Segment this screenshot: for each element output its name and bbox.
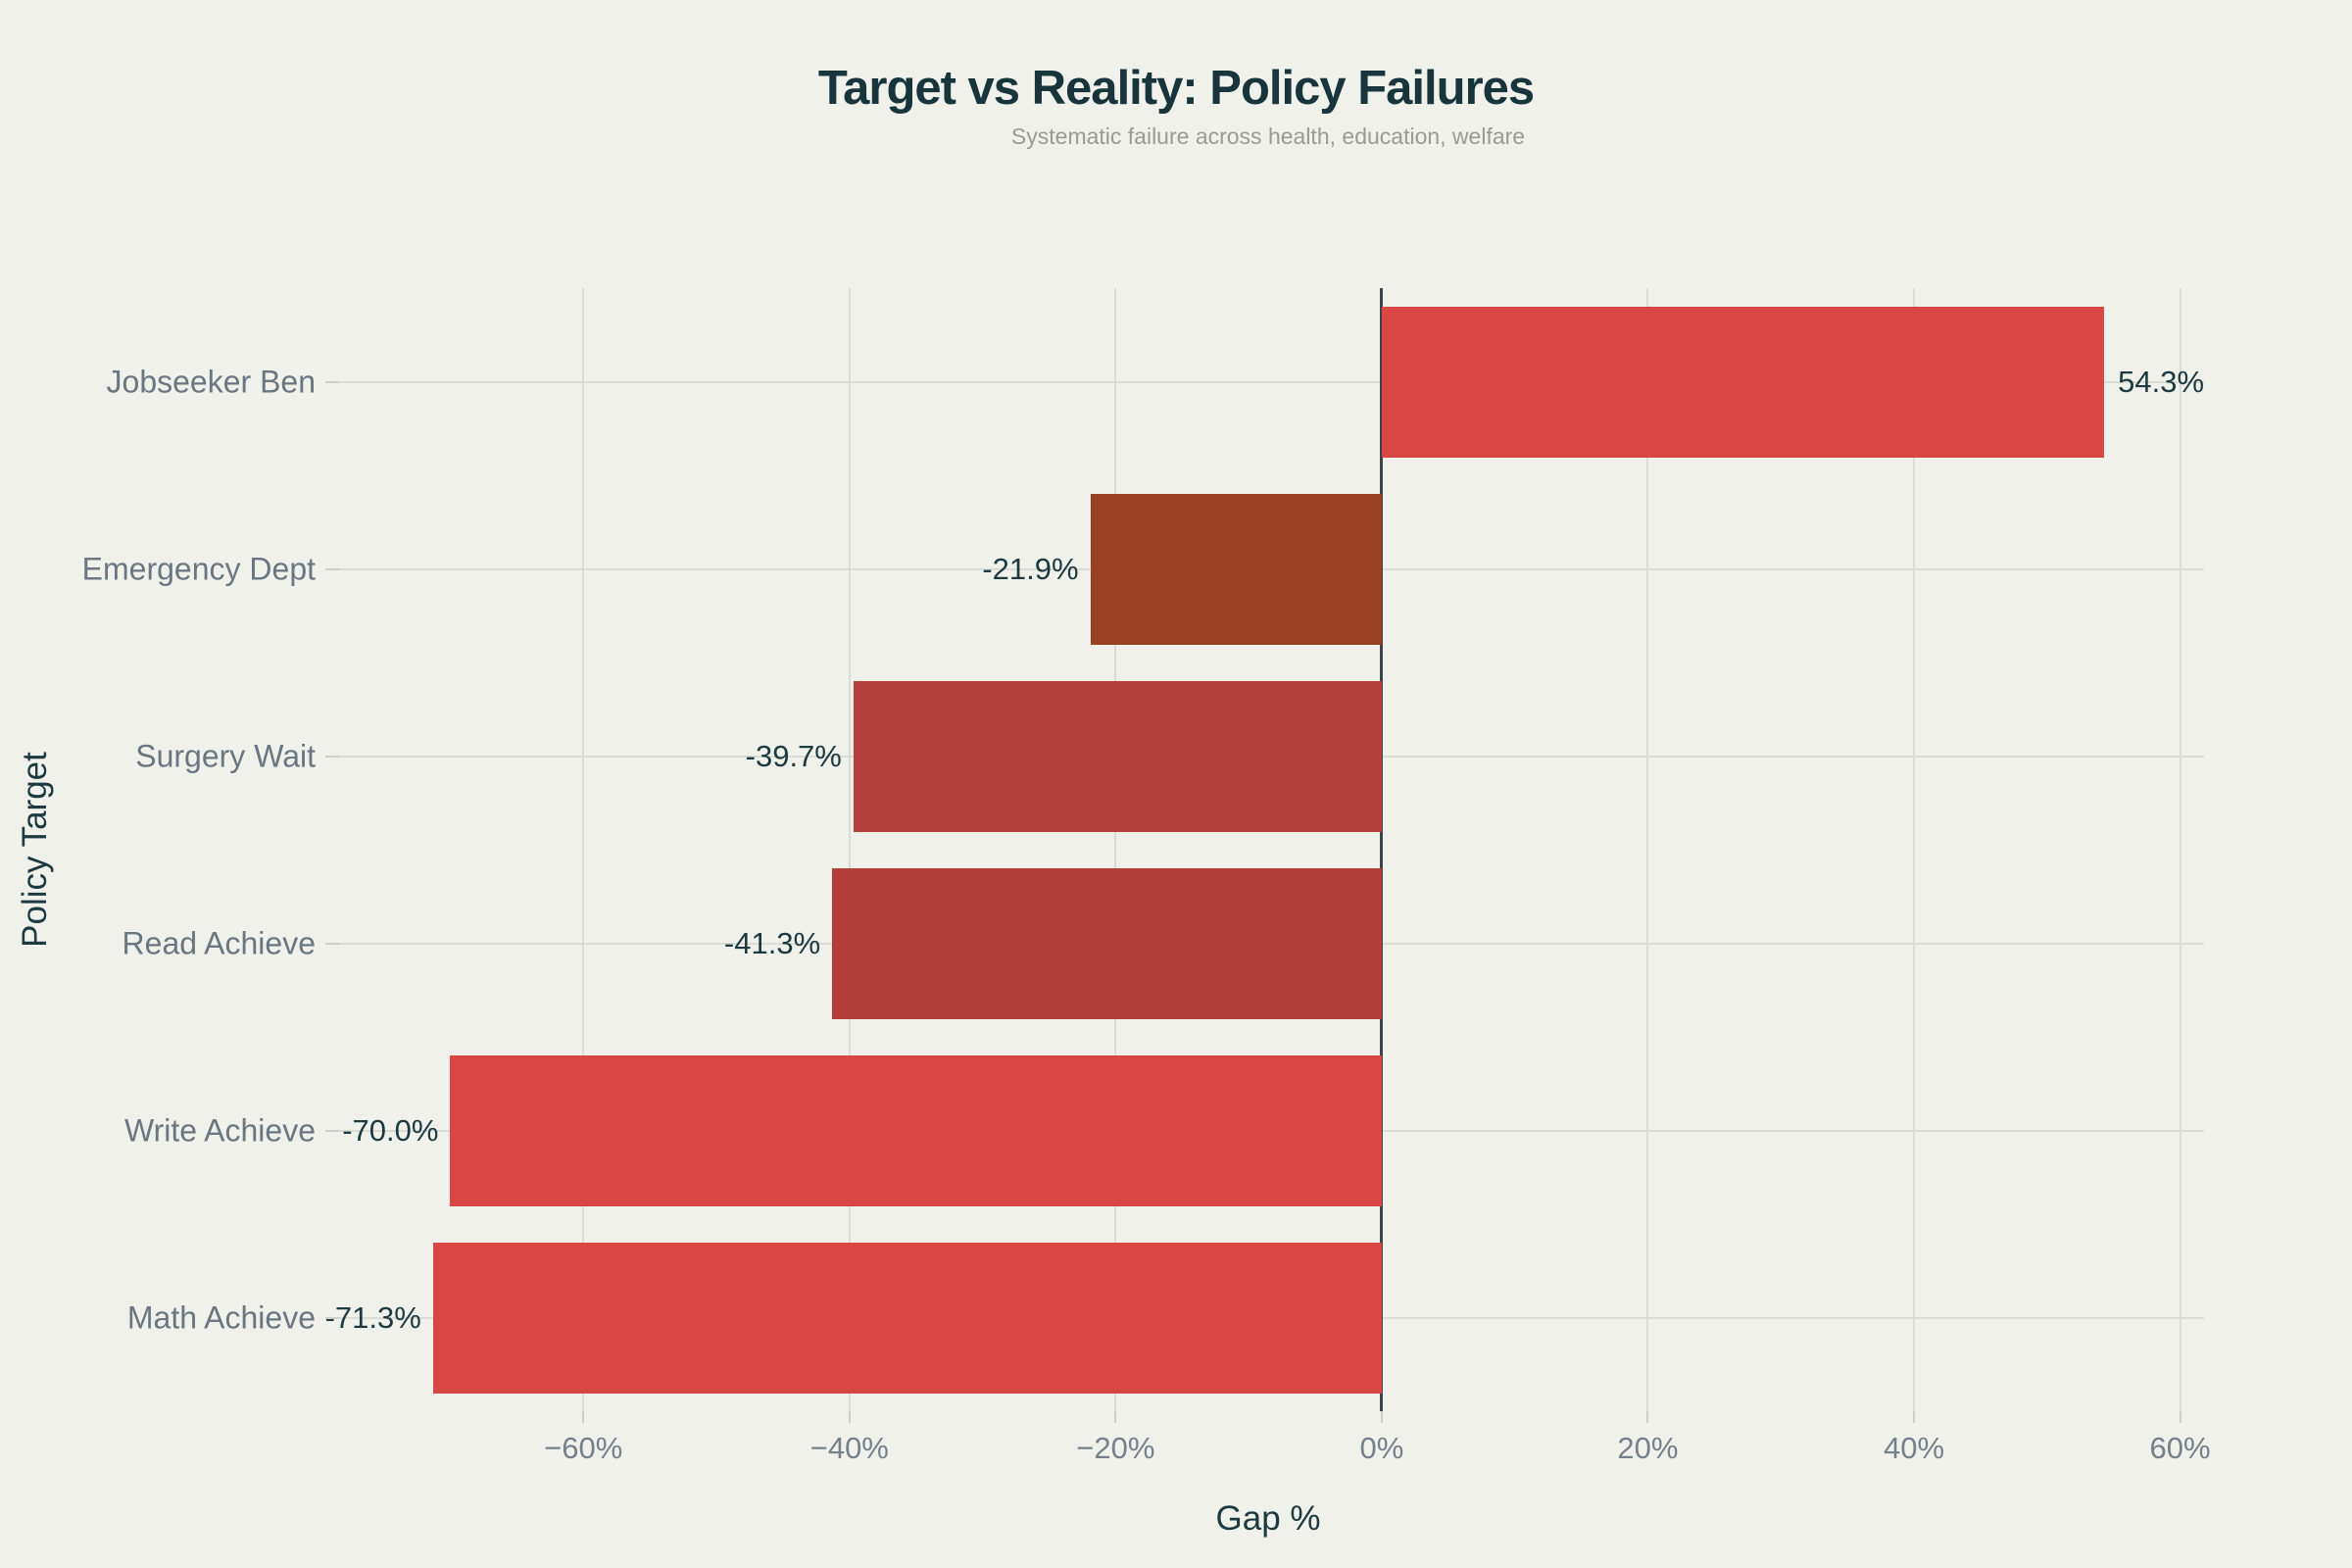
y-category-label: Read Achieve: [122, 925, 316, 960]
y-category-label: Math Achieve: [126, 1299, 316, 1335]
y-tick-mark: [325, 1129, 339, 1132]
bar-value-label: -70.0%: [342, 1112, 439, 1148]
x-tick-label: 40%: [1883, 1431, 1945, 1465]
y-category-label: Surgery Wait: [135, 738, 316, 773]
v-gridline: [1646, 288, 1649, 1411]
zero-line: [1380, 288, 1384, 1411]
v-gridline: [848, 288, 851, 1411]
x-tick-mark: [1114, 1411, 1117, 1423]
x-tick-mark: [1913, 1411, 1915, 1423]
bar-value-label: -41.3%: [723, 925, 821, 960]
x-axis-title: Gap %: [1215, 1499, 1321, 1538]
y-tick-mark: [325, 755, 339, 758]
bar-math-achieve: [432, 1242, 1382, 1394]
bar-value-label: -21.9%: [982, 551, 1079, 586]
bar-write-achieve: [450, 1054, 1382, 1206]
y-tick-mark: [325, 1316, 339, 1319]
x-tick-label: −40%: [809, 1431, 889, 1465]
bar-value-label: -71.3%: [324, 1299, 421, 1335]
v-gridline: [1114, 288, 1117, 1411]
chart-subtitle: Systematic failure across health, educat…: [1010, 123, 1526, 149]
bar-value-label: 54.3%: [2118, 364, 2205, 399]
x-tick-mark: [1646, 1411, 1649, 1423]
y-tick-mark: [325, 567, 339, 570]
y-axis-title: Policy Target: [16, 752, 54, 948]
x-tick-mark: [2179, 1411, 2181, 1423]
v-gridline: [582, 288, 585, 1411]
x-tick-label: −20%: [1076, 1431, 1155, 1465]
y-category-label: Emergency Dept: [81, 551, 316, 586]
h-gridline: [333, 380, 2204, 383]
y-category-label: Write Achieve: [123, 1112, 316, 1148]
x-tick-mark: [1380, 1411, 1383, 1423]
bar-jobseeker-ben: [1381, 306, 2105, 458]
bar-value-label: -39.7%: [745, 738, 842, 773]
y-tick-mark: [325, 380, 339, 383]
bar-read-achieve: [832, 867, 1382, 1019]
y-category-label: Jobseeker Ben: [106, 364, 316, 399]
y-tick-mark: [325, 942, 339, 945]
v-gridline: [1913, 288, 1915, 1411]
x-tick-label: 0%: [1359, 1431, 1404, 1465]
v-gridline: [2179, 288, 2181, 1411]
bar-surgery-wait: [853, 680, 1382, 832]
x-tick-mark: [582, 1411, 585, 1423]
x-tick-label: 20%: [1617, 1431, 1679, 1465]
bar-emergency-dept: [1090, 493, 1382, 645]
x-tick-label: 60%: [2149, 1431, 2211, 1465]
x-tick-label: −60%: [544, 1431, 623, 1465]
chart-title: Target vs Reality: Policy Failures: [817, 62, 1535, 115]
x-tick-mark: [848, 1411, 851, 1423]
